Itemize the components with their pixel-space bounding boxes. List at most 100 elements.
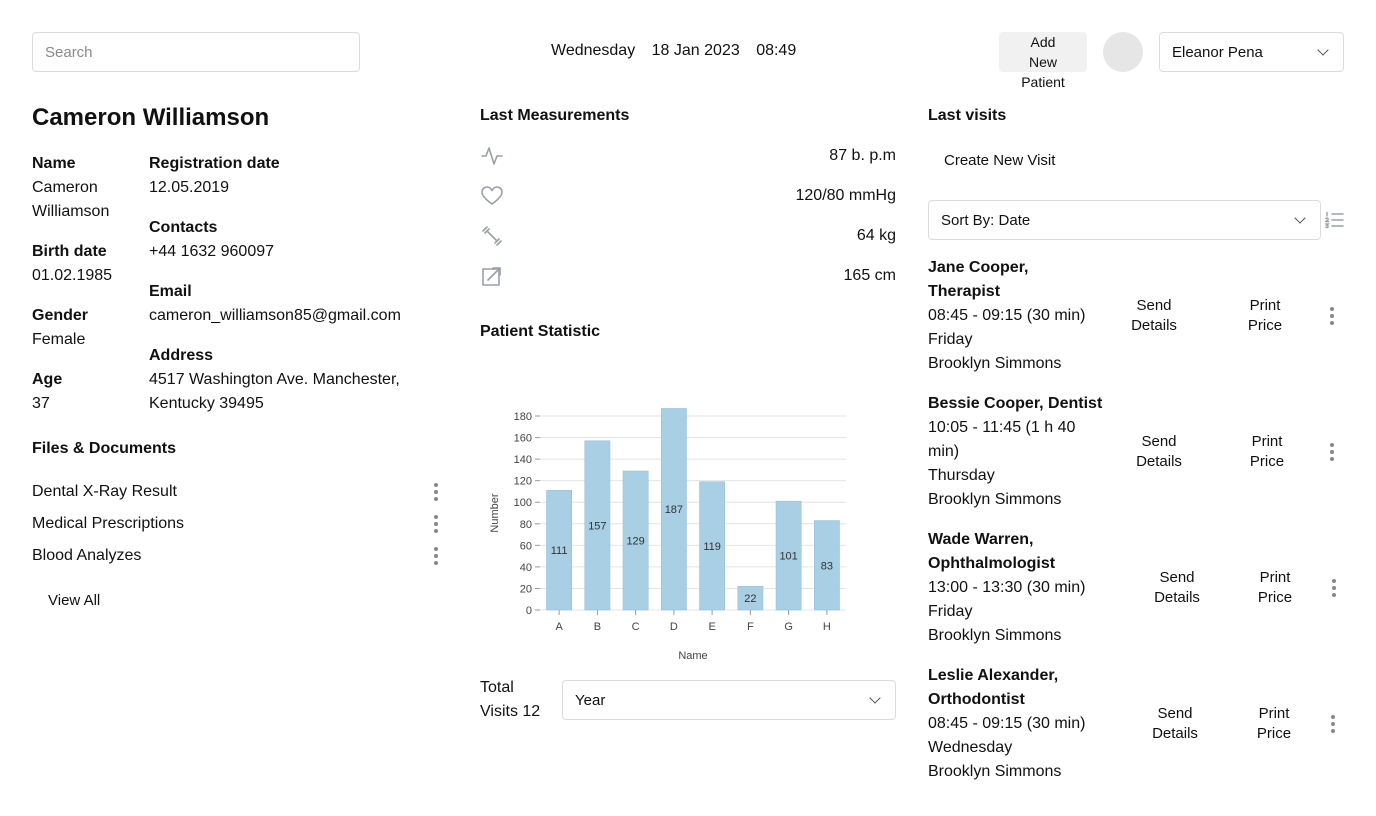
create-new-visit-button[interactable]: Create New Visit [928,148,1071,173]
y-tick-label: 180 [514,411,532,423]
visit-doctor-line: Bessie Cooper, Dentist [928,395,1103,412]
heart-icon [481,186,503,205]
more-vertical-icon[interactable] [430,480,442,504]
bar-value-label: 129 [626,535,644,547]
visit-card: Bessie Cooper, Dentist 10:05 - 11:45 (1 … [928,392,1344,516]
more-vertical-icon[interactable] [1326,440,1338,464]
print-price-label-line: Print [1258,705,1290,722]
visit-day: Thursday [928,467,995,484]
send-details-label-line: Details [1154,589,1200,606]
add-patient-label-line: Patient [1021,74,1065,90]
y-axis-label: Number [489,493,501,532]
file-item[interactable]: Dental X-Ray Result [32,480,442,504]
more-vertical-icon[interactable] [1326,304,1338,328]
y-tick-label: 140 [514,454,532,466]
y-tick-label: 80 [520,519,532,531]
more-vertical-icon[interactable] [1328,576,1340,600]
visit-doctor-line: Leslie Alexander, [928,667,1059,684]
more-vertical-icon[interactable] [430,544,442,568]
visit-patient: Brooklyn Simmons [928,355,1062,372]
visit-card: Wade Warren, Ophthalmologist 13:00 - 13:… [928,528,1344,652]
x-tick-label: C [632,621,640,633]
send-details-button[interactable]: Send Details [1118,296,1190,336]
x-tick-label: G [784,621,793,633]
file-item[interactable]: Medical Prescriptions [32,512,442,536]
total-visits: Total Visits 12 [480,676,540,724]
patient-name: Cameron Williamson [32,104,270,131]
visit-time: 10:05 - 11:45 (1 h 40 [928,419,1076,436]
age-value: 37 [32,395,50,412]
y-tick-label: 100 [514,497,532,509]
email-value: cameron_williamson85@gmail.com [149,307,401,324]
add-new-patient-button[interactable]: Add New Patient [999,32,1087,90]
send-details-button[interactable]: Send Details [1139,704,1211,744]
add-patient-label-line: New [1028,54,1057,70]
current-datetime: Wednesday 18 Jan 2023 08:49 [551,42,808,60]
contacts-value: +44 1632 960097 [149,243,275,260]
print-price-button[interactable]: Print Price [1231,432,1303,472]
bar-value-label: 157 [588,520,606,532]
print-price-label-line: Price [1249,453,1285,470]
visit-patient: Brooklyn Simmons [928,627,1062,644]
print-price-label-line: Print [1251,433,1283,450]
visit-time: 08:45 - 09:15 (30 min) [928,307,1086,324]
user-select[interactable]: Eleanor Pena [1159,32,1344,72]
measurement-row: 87 b. p.m [480,140,896,172]
bar [661,408,687,611]
measurement-value: 120/80 mmHg [795,187,897,204]
gender-value: Female [32,331,86,348]
visit-day: Friday [928,331,973,348]
send-details-label-line: Details [1131,317,1177,334]
y-tick-label: 120 [514,476,532,488]
view-all-button[interactable]: View All [32,588,116,613]
bar-value-label: 119 [703,541,721,553]
contacts-label: Contacts [149,219,218,236]
visit-doctor-line: Orthodontist [928,691,1025,708]
visit-doctor-line: Wade Warren, [928,531,1034,548]
measurement-row: 165 cm [480,260,896,292]
more-vertical-icon[interactable] [430,512,442,536]
print-price-button[interactable]: Print Price [1239,568,1311,608]
print-price-button[interactable]: Print Price [1238,704,1310,744]
print-price-button[interactable]: Print Price [1229,296,1301,336]
x-tick-label: F [747,621,754,633]
send-details-button[interactable]: Send Details [1123,432,1195,472]
total-visits-line: Total [480,679,514,696]
email-label: Email [149,283,192,300]
add-patient-label-line: Add [1030,34,1056,50]
send-details-label-line: Details [1136,453,1182,470]
file-name: Medical Prescriptions [32,515,185,532]
measurement-value: 87 b. p.m [829,147,896,164]
send-details-button[interactable]: Send Details [1141,568,1213,608]
visit-day: Friday [928,603,973,620]
current-date: 18 Jan 2023 [651,42,740,59]
patient-statistic-chart: 0 20 40 60 80 100 120 140 160 180 111 A 157 B 129 C 187 D… [480,396,860,666]
address-label: Address [149,347,214,364]
birth-date-label: Birth date [32,243,107,260]
sort-select[interactable]: Sort By: Date [928,200,1321,240]
file-item[interactable]: Blood Analyzes [32,544,442,568]
heart-rate-icon [481,147,503,165]
send-details-label-line: Send [1157,705,1193,722]
y-tick-label: 60 [520,540,532,552]
files-title: Files & Documents [32,440,177,457]
bar-chart: 0 20 40 60 80 100 120 140 160 180 111 A 157 B 129 C 187 D… [489,408,846,662]
send-details-label-line: Details [1152,725,1198,742]
age-label: Age [32,371,63,388]
y-tick-label: 40 [520,562,532,574]
user-name: Eleanor Pena [1172,43,1263,61]
last-visits-title: Last visits [928,107,1007,124]
name-value-line: Cameron [32,179,98,196]
height-icon [482,267,501,286]
name-value-line: Williamson [32,203,110,220]
measurement-value: 165 cm [843,267,896,284]
more-vertical-icon[interactable] [1327,712,1339,736]
search-input[interactable] [32,32,360,72]
period-select[interactable]: Year [562,680,896,720]
sort-list-icon[interactable] [1324,210,1344,230]
measurements-title: Last Measurements [480,107,630,124]
x-tick-label: B [594,621,601,633]
visit-info: Leslie Alexander, Orthodontist 08:45 - 0… [928,664,1113,784]
avatar[interactable] [1103,32,1143,72]
visit-doctor-line: Ophthalmologist [928,555,1056,572]
